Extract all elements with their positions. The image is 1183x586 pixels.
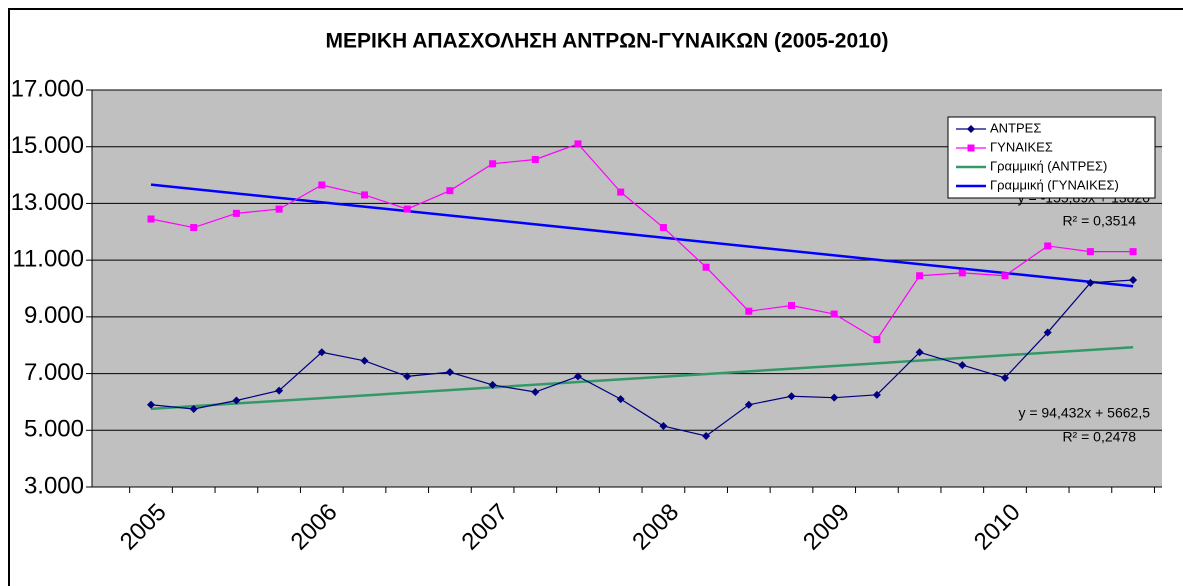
data-point xyxy=(659,224,667,232)
data-point xyxy=(190,224,198,232)
data-point xyxy=(489,160,497,168)
data-point xyxy=(361,191,368,199)
trend-r2: R² = 0,3514 xyxy=(1062,213,1136,229)
data-point xyxy=(232,209,240,217)
data-point xyxy=(403,205,411,213)
data-point xyxy=(445,368,454,377)
data-point xyxy=(872,390,881,399)
data-point xyxy=(318,181,326,189)
data-point xyxy=(531,155,539,163)
y-tick-label: 11.000 xyxy=(12,245,84,272)
data-point xyxy=(147,215,155,223)
legend-box xyxy=(947,116,1156,199)
data-point xyxy=(915,348,924,357)
data-point xyxy=(403,372,412,381)
y-tick-label: 5.000 xyxy=(24,416,84,443)
data-point xyxy=(1001,373,1009,382)
y-tick-label: 9.000 xyxy=(24,302,84,329)
data-point xyxy=(275,205,283,213)
data-point xyxy=(830,310,838,318)
data-point xyxy=(617,188,625,196)
trend-r2: R² = 0,2478 xyxy=(1062,429,1136,445)
data-point xyxy=(446,187,454,195)
data-point xyxy=(830,393,839,402)
data-point xyxy=(659,422,668,431)
data-point xyxy=(1086,248,1094,256)
data-point xyxy=(702,263,710,271)
trendline xyxy=(150,183,1134,288)
chart-title: ΜΕΡΙΚΗ ΑΠΑΣΧΟΛΗΣΗ ΑΝΤΡΩΝ-ΓΥΝΑΙΚΩΝ (2005-… xyxy=(326,30,889,53)
y-tick-label: 3.000 xyxy=(24,472,84,499)
legend-label: ΑΝΤΡΕΣ xyxy=(990,120,1041,135)
data-point xyxy=(360,356,369,365)
data-point xyxy=(147,400,155,409)
data-point xyxy=(745,307,753,315)
y-tick-label: 15.000 xyxy=(11,132,84,159)
data-point xyxy=(275,386,284,395)
y-tick-label: 13.000 xyxy=(11,189,84,216)
data-point xyxy=(1086,278,1095,287)
data-point xyxy=(189,405,198,414)
data-point xyxy=(958,361,967,370)
trendline xyxy=(150,345,1134,411)
data-point xyxy=(873,336,881,344)
trend-equation: y = 94,432x + 5662,5 xyxy=(1018,405,1150,421)
data-point xyxy=(958,269,966,277)
legend-label: ΓΥΝΑΙΚΕΣ xyxy=(990,139,1053,154)
series-line xyxy=(150,279,1134,437)
data-point xyxy=(744,400,753,409)
data-point xyxy=(531,388,540,397)
series-line xyxy=(150,143,1134,341)
data-point xyxy=(488,380,497,389)
data-point xyxy=(1129,275,1138,284)
data-point xyxy=(916,272,924,280)
data-point xyxy=(788,302,795,310)
data-point xyxy=(574,372,582,381)
legend-label: Γραμμική (ΑΝΤΡΕΣ) xyxy=(990,158,1107,173)
legend-marker xyxy=(967,125,975,133)
y-tick-label: 7.000 xyxy=(24,359,84,386)
data-point xyxy=(616,395,625,404)
data-point xyxy=(574,140,582,148)
data-point xyxy=(702,431,711,440)
data-point xyxy=(1001,272,1009,280)
data-point xyxy=(232,396,241,405)
data-point xyxy=(1043,328,1052,337)
y-tick-label: 17.000 xyxy=(11,75,84,102)
legend-marker xyxy=(967,144,975,152)
data-point xyxy=(317,348,326,357)
legend-label: Γραμμική (ΓΥΝΑΙΚΕΣ) xyxy=(990,177,1119,192)
data-point xyxy=(1044,242,1052,250)
data-point xyxy=(787,392,796,401)
data-point xyxy=(1129,248,1137,256)
